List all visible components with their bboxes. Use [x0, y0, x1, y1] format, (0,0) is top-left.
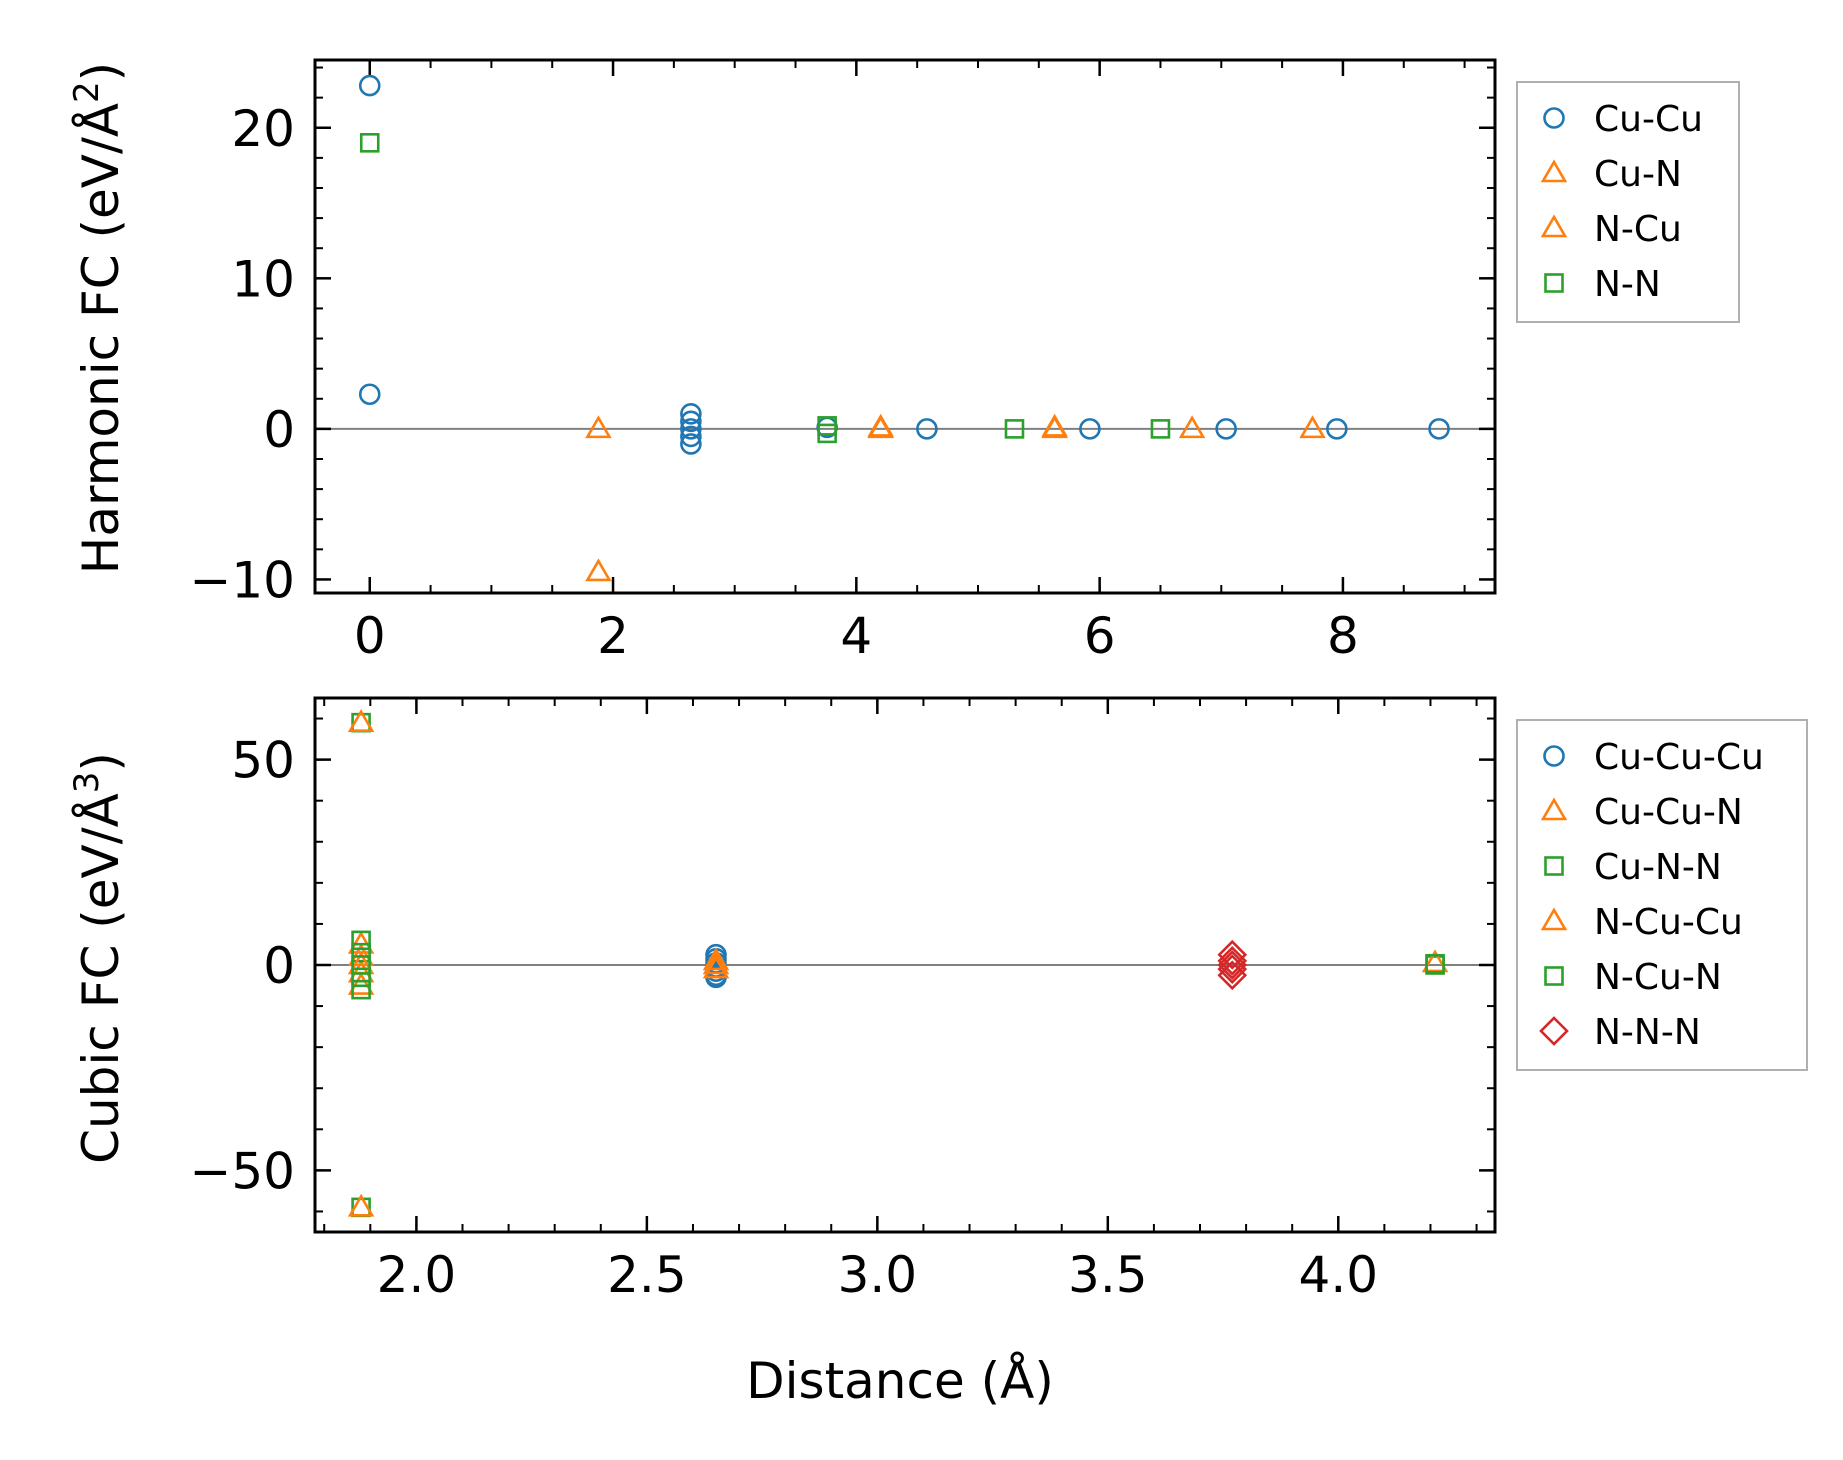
- cubic-point-n-n-n: [1217, 939, 1248, 970]
- harmonic-point-cu-cu: [916, 418, 938, 440]
- cubic-x-tick-label: 3.5: [1068, 1246, 1148, 1304]
- harmonic-point-n-cu: [1041, 413, 1068, 437]
- cubic-point-n-cu-cu: [702, 951, 730, 975]
- cubic-legend-marker-cu-n-n: [1544, 856, 1564, 876]
- harmonic-legend-label-n-n: N-N: [1594, 264, 1661, 305]
- cubic-legend-marker-n-cu-n: [1544, 966, 1564, 986]
- cubic-legend-marker-n-n-n: [1539, 1016, 1569, 1046]
- cubic-point-cu-n-n: [351, 930, 371, 951]
- harmonic-point-cu-cu: [680, 403, 702, 425]
- harmonic-point-cu-cu: [1215, 418, 1237, 440]
- cubic-y-tick-label: 50: [231, 732, 295, 790]
- harmonic-x-tick-label: 2: [597, 607, 629, 665]
- harmonic-x-tick-label: 0: [354, 607, 386, 665]
- cubic-panel: Cubic FC (eV/Å3) Distance (Å) 2.0 2.5 3.0 3…: [67, 696, 1808, 1410]
- harmonic-legend-marker-n-n: [1544, 273, 1564, 293]
- harmonic-x-tick-label: 6: [1084, 607, 1116, 665]
- cubic-y-title-end: ): [72, 752, 130, 772]
- cubic-x-tick-label: 4.0: [1299, 1246, 1379, 1304]
- harmonic-point-n-n: [359, 133, 380, 153]
- harmonic-y-tick-label: 0: [263, 401, 295, 459]
- harmonic-y-tick-label: 10: [231, 250, 295, 308]
- cubic-y-tick-label: 0: [263, 937, 295, 995]
- harmonic-legend-box: [1516, 81, 1740, 323]
- harmonic-legend-marker-cu-n: [1540, 159, 1568, 183]
- harmonic-point-cu-cu: [1326, 418, 1348, 440]
- cubic-point-n-cu-cu: [1421, 949, 1449, 973]
- cubic-legend-label-cu-cu-cu: Cu-Cu-Cu: [1594, 737, 1764, 778]
- cubic-point-cu-cu-n: [702, 955, 730, 979]
- harmonic-point-cu-cu: [1428, 418, 1450, 440]
- cubic-legend-label-n-cu-n: N-Cu-N: [1594, 957, 1722, 998]
- cubic-point-cu-n-n: [351, 942, 371, 963]
- harmonic-point-n-n: [1150, 419, 1171, 439]
- cubic-point-n-n-n: [1217, 960, 1248, 991]
- harmonic-point-cu-cu: [1079, 418, 1101, 440]
- cubic-x-tick-label: 3.0: [838, 1246, 918, 1304]
- harmonic-y-title-main: Harmonic FC (eV/Å: [72, 103, 130, 574]
- harmonic-point-n-n: [817, 423, 837, 444]
- harmonic-point-n-n: [1004, 419, 1025, 439]
- harmonic-legend-label-cu-cu: Cu-Cu: [1594, 99, 1703, 140]
- harmonic-point-cu-cu: [680, 433, 702, 455]
- cubic-legend-label-n-n-n: N-N-N: [1594, 1012, 1701, 1053]
- harmonic-y-axis-title: Harmonic FC (eV/Å2): [67, 62, 130, 574]
- cubic-point-n-cu-n: [1425, 953, 1445, 974]
- harmonic-legend-label-cu-n: Cu-N: [1594, 154, 1682, 195]
- cubic-point-n-cu-cu: [347, 1193, 375, 1217]
- cubic-x-tick-label: 2.0: [377, 1246, 457, 1304]
- harmonic-x-tick-label: 4: [840, 607, 872, 665]
- cubic-y-axis-title: Cubic FC (eV/Å3): [67, 752, 130, 1164]
- cubic-legend-label-cu-cu-n: Cu-Cu-N: [1594, 792, 1743, 833]
- harmonic-point-cu-n: [585, 415, 612, 439]
- harmonic-point-cu-n: [1178, 415, 1206, 439]
- cubic-point-n-n-n: [1217, 946, 1248, 976]
- harmonic-point-cu-n: [585, 558, 612, 582]
- harmonic-plot-frame: [313, 58, 1497, 595]
- cubic-point-n-cu-cu: [347, 709, 375, 732]
- cubic-y-title-sup: 3: [67, 772, 107, 794]
- harmonic-y-tick-label: 20: [231, 100, 295, 158]
- cubic-x-tick-label: 2.5: [607, 1246, 687, 1304]
- harmonic-point-cu-n: [1299, 415, 1326, 439]
- harmonic-x-tick-label: 8: [1327, 607, 1359, 665]
- harmonic-point-cu-cu: [680, 410, 702, 433]
- cubic-point-n-n-n: [1217, 950, 1248, 980]
- harmonic-point-cu-cu: [358, 74, 381, 97]
- harmonic-legend-marker-cu-cu: [1543, 107, 1565, 129]
- cubic-y-tick-label: −50: [189, 1142, 295, 1200]
- harmonic-y-tick-label: −10: [189, 551, 295, 609]
- cubic-legend-marker-cu-cu-n: [1540, 797, 1568, 821]
- cubic-point-cu-n-n: [351, 967, 371, 988]
- cubic-legend-label-n-cu-cu: N-Cu-Cu: [1594, 902, 1743, 943]
- harmonic-point-cu-cu: [680, 418, 702, 440]
- harmonic-point-cu-cu: [358, 383, 381, 406]
- cubic-legend-marker-n-cu-cu: [1540, 907, 1568, 931]
- cubic-point-cu-cu-n: [702, 947, 730, 971]
- cubic-point-cu-cu-n: [347, 971, 375, 995]
- harmonic-y-title-sup: 2: [67, 81, 107, 103]
- cubic-point-n-cu-n: [351, 955, 371, 975]
- cubic-legend-box: [1516, 719, 1808, 1071]
- cubic-plot-frame: [313, 696, 1497, 1234]
- harmonic-y-title-end: ): [72, 62, 130, 82]
- harmonic-legend-label-n-cu: N-Cu: [1594, 209, 1682, 250]
- cubic-point-n-n-n: [1217, 954, 1248, 984]
- harmonic-legend-marker-n-cu: [1540, 214, 1568, 238]
- harmonic-point-n-cu: [867, 413, 894, 437]
- cubic-legend-label-cu-n-n: Cu-N-N: [1594, 847, 1722, 888]
- cubic-point-cu-n-n: [351, 979, 371, 1000]
- cubic-y-title-main: Cubic FC (eV/Å: [72, 793, 130, 1164]
- cubic-x-axis-title: Distance (Å): [746, 1352, 1054, 1410]
- harmonic-point-cu-cu: [680, 425, 702, 448]
- cubic-legend-marker-cu-cu-cu: [1543, 745, 1565, 767]
